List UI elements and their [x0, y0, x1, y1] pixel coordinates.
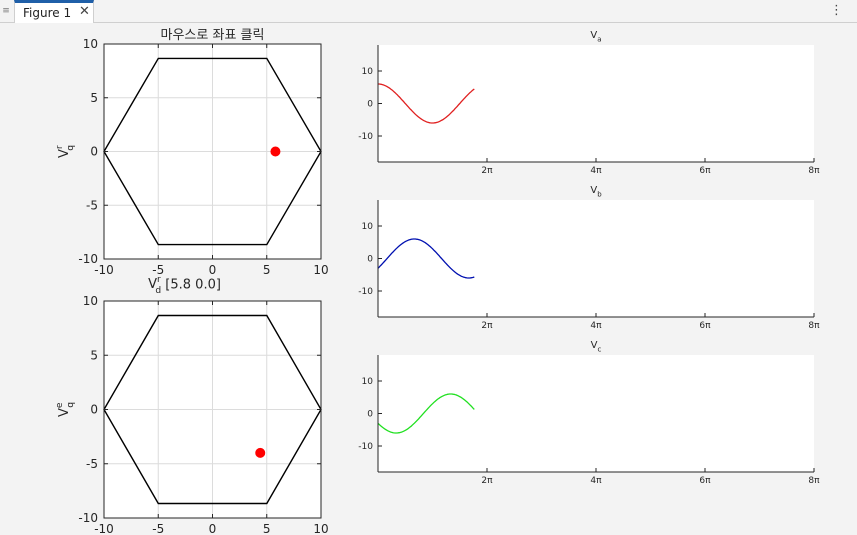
kebab-icon[interactable]: ⋮ — [830, 3, 843, 18]
x-tick-label: 5 — [263, 263, 271, 277]
x-tick-label: 8π — [808, 476, 820, 486]
y-axis-label-sup: r — [55, 145, 65, 149]
tab-figure-1[interactable]: Figure 1 ✕ — [14, 0, 94, 23]
x-axis-label-main: V — [148, 277, 157, 292]
x-tick-label: 10 — [313, 522, 328, 535]
chart-title-main: V — [591, 340, 598, 351]
y-axis-label: Vrq — [55, 145, 76, 158]
y-axis-label-sup: e — [55, 402, 65, 408]
x-tick-label: 4π — [590, 476, 602, 486]
y-tick-label: 10 — [83, 37, 98, 51]
y-axis-label-sub: q — [66, 402, 76, 408]
chart-title-main: V — [590, 185, 597, 196]
x-tick-label: 0 — [209, 522, 217, 535]
y-tick-label: -10 — [78, 511, 98, 525]
x-tick-label: 4π — [590, 166, 602, 176]
y-tick-label: 10 — [362, 67, 374, 77]
y-tick-label: -5 — [86, 198, 98, 212]
hamburger-icon[interactable]: ≡ — [2, 6, 10, 16]
waveform-line — [377, 238, 475, 279]
y-tick-label: 10 — [362, 377, 374, 387]
hex-axes-stationary-frame: -10 -5 0 5 10 -10 -5 0 5 10 Veq — [55, 294, 328, 535]
close-icon[interactable]: ✕ — [79, 4, 90, 19]
y-tick-label: 5 — [90, 348, 98, 362]
figure-tab-bar: ≡ Figure 1 ✕ ⋮ — [0, 0, 857, 23]
x-tick-label: 8π — [808, 321, 820, 331]
x-tick-label: 8π — [808, 166, 820, 176]
plot-area — [378, 45, 814, 162]
voltage-point — [255, 447, 266, 458]
y-tick-label: 0 — [90, 403, 98, 417]
x-tick-label: 4π — [590, 321, 602, 331]
x-tick-label: 10 — [313, 263, 328, 277]
x-axis-label: Vr d [5.8 0.0] — [148, 275, 221, 296]
y-axis-label-main: V — [57, 408, 72, 417]
chart-title-sub: c — [597, 346, 601, 354]
tab-label: Figure 1 — [23, 6, 72, 20]
y-tick-label: 10 — [83, 294, 98, 308]
x-axis-label-sub: d — [155, 286, 161, 296]
y-tick-label: 10 — [362, 222, 374, 232]
x-axis-label-sup: r — [157, 275, 161, 285]
y-tick-label: 0 — [367, 100, 373, 110]
waveform-line — [378, 83, 475, 124]
y-tick-label: 0 — [367, 255, 373, 265]
y-tick-label: 0 — [367, 410, 373, 420]
waveform-line — [377, 393, 475, 434]
y-tick-label: -5 — [86, 457, 98, 471]
chart-title-sub: a — [597, 36, 601, 44]
y-axis-label: Veq — [55, 402, 76, 417]
x-tick-label: 5 — [263, 522, 271, 535]
x-tick-label: -10 — [94, 263, 114, 277]
y-tick-label: 5 — [90, 91, 98, 105]
x-tick-label: 0 — [209, 263, 217, 277]
x-tick-label: 6π — [699, 321, 711, 331]
chart-title: Vb — [590, 185, 602, 199]
y-tick-label: -10 — [358, 287, 373, 297]
y-tick-label: 0 — [90, 145, 98, 159]
x-tick-label: -5 — [152, 522, 164, 535]
x-tick-label: 6π — [699, 166, 711, 176]
chart-title-main: V — [590, 30, 597, 41]
y-tick-label: -10 — [358, 442, 373, 452]
y-tick-label: -10 — [358, 132, 373, 142]
x-tick-label: 2π — [481, 166, 493, 176]
chart-title: Va — [590, 30, 601, 44]
chart-title: 마우스로 좌표 클릭 — [161, 28, 265, 43]
plot-area — [378, 355, 814, 472]
y-tick-label: -10 — [78, 252, 98, 266]
y-axis-label-main: V — [57, 149, 72, 158]
x-tick-label: 2π — [481, 476, 493, 486]
x-tick-label: 6π — [699, 476, 711, 486]
voltage-point — [270, 146, 281, 157]
x-tick-label: -10 — [94, 522, 114, 535]
plot-area — [378, 200, 814, 317]
clicked-coordinate-readout: [5.8 0.0] — [161, 278, 221, 293]
wave-axes-vb: -10 0 10 2π 4π 6π 8π Vb — [358, 185, 820, 331]
chart-title-sub: b — [597, 191, 602, 199]
x-tick-label: -5 — [152, 263, 164, 277]
wave-axes-vc: -10 0 10 2π 4π 6π 8π Vc — [358, 340, 820, 486]
chart-title: Vc — [591, 340, 602, 354]
x-tick-label: 2π — [481, 321, 493, 331]
y-axis-label-sub: q — [66, 145, 76, 151]
wave-axes-va: -10 0 10 2π 4π 6π 8π Va — [358, 30, 820, 176]
